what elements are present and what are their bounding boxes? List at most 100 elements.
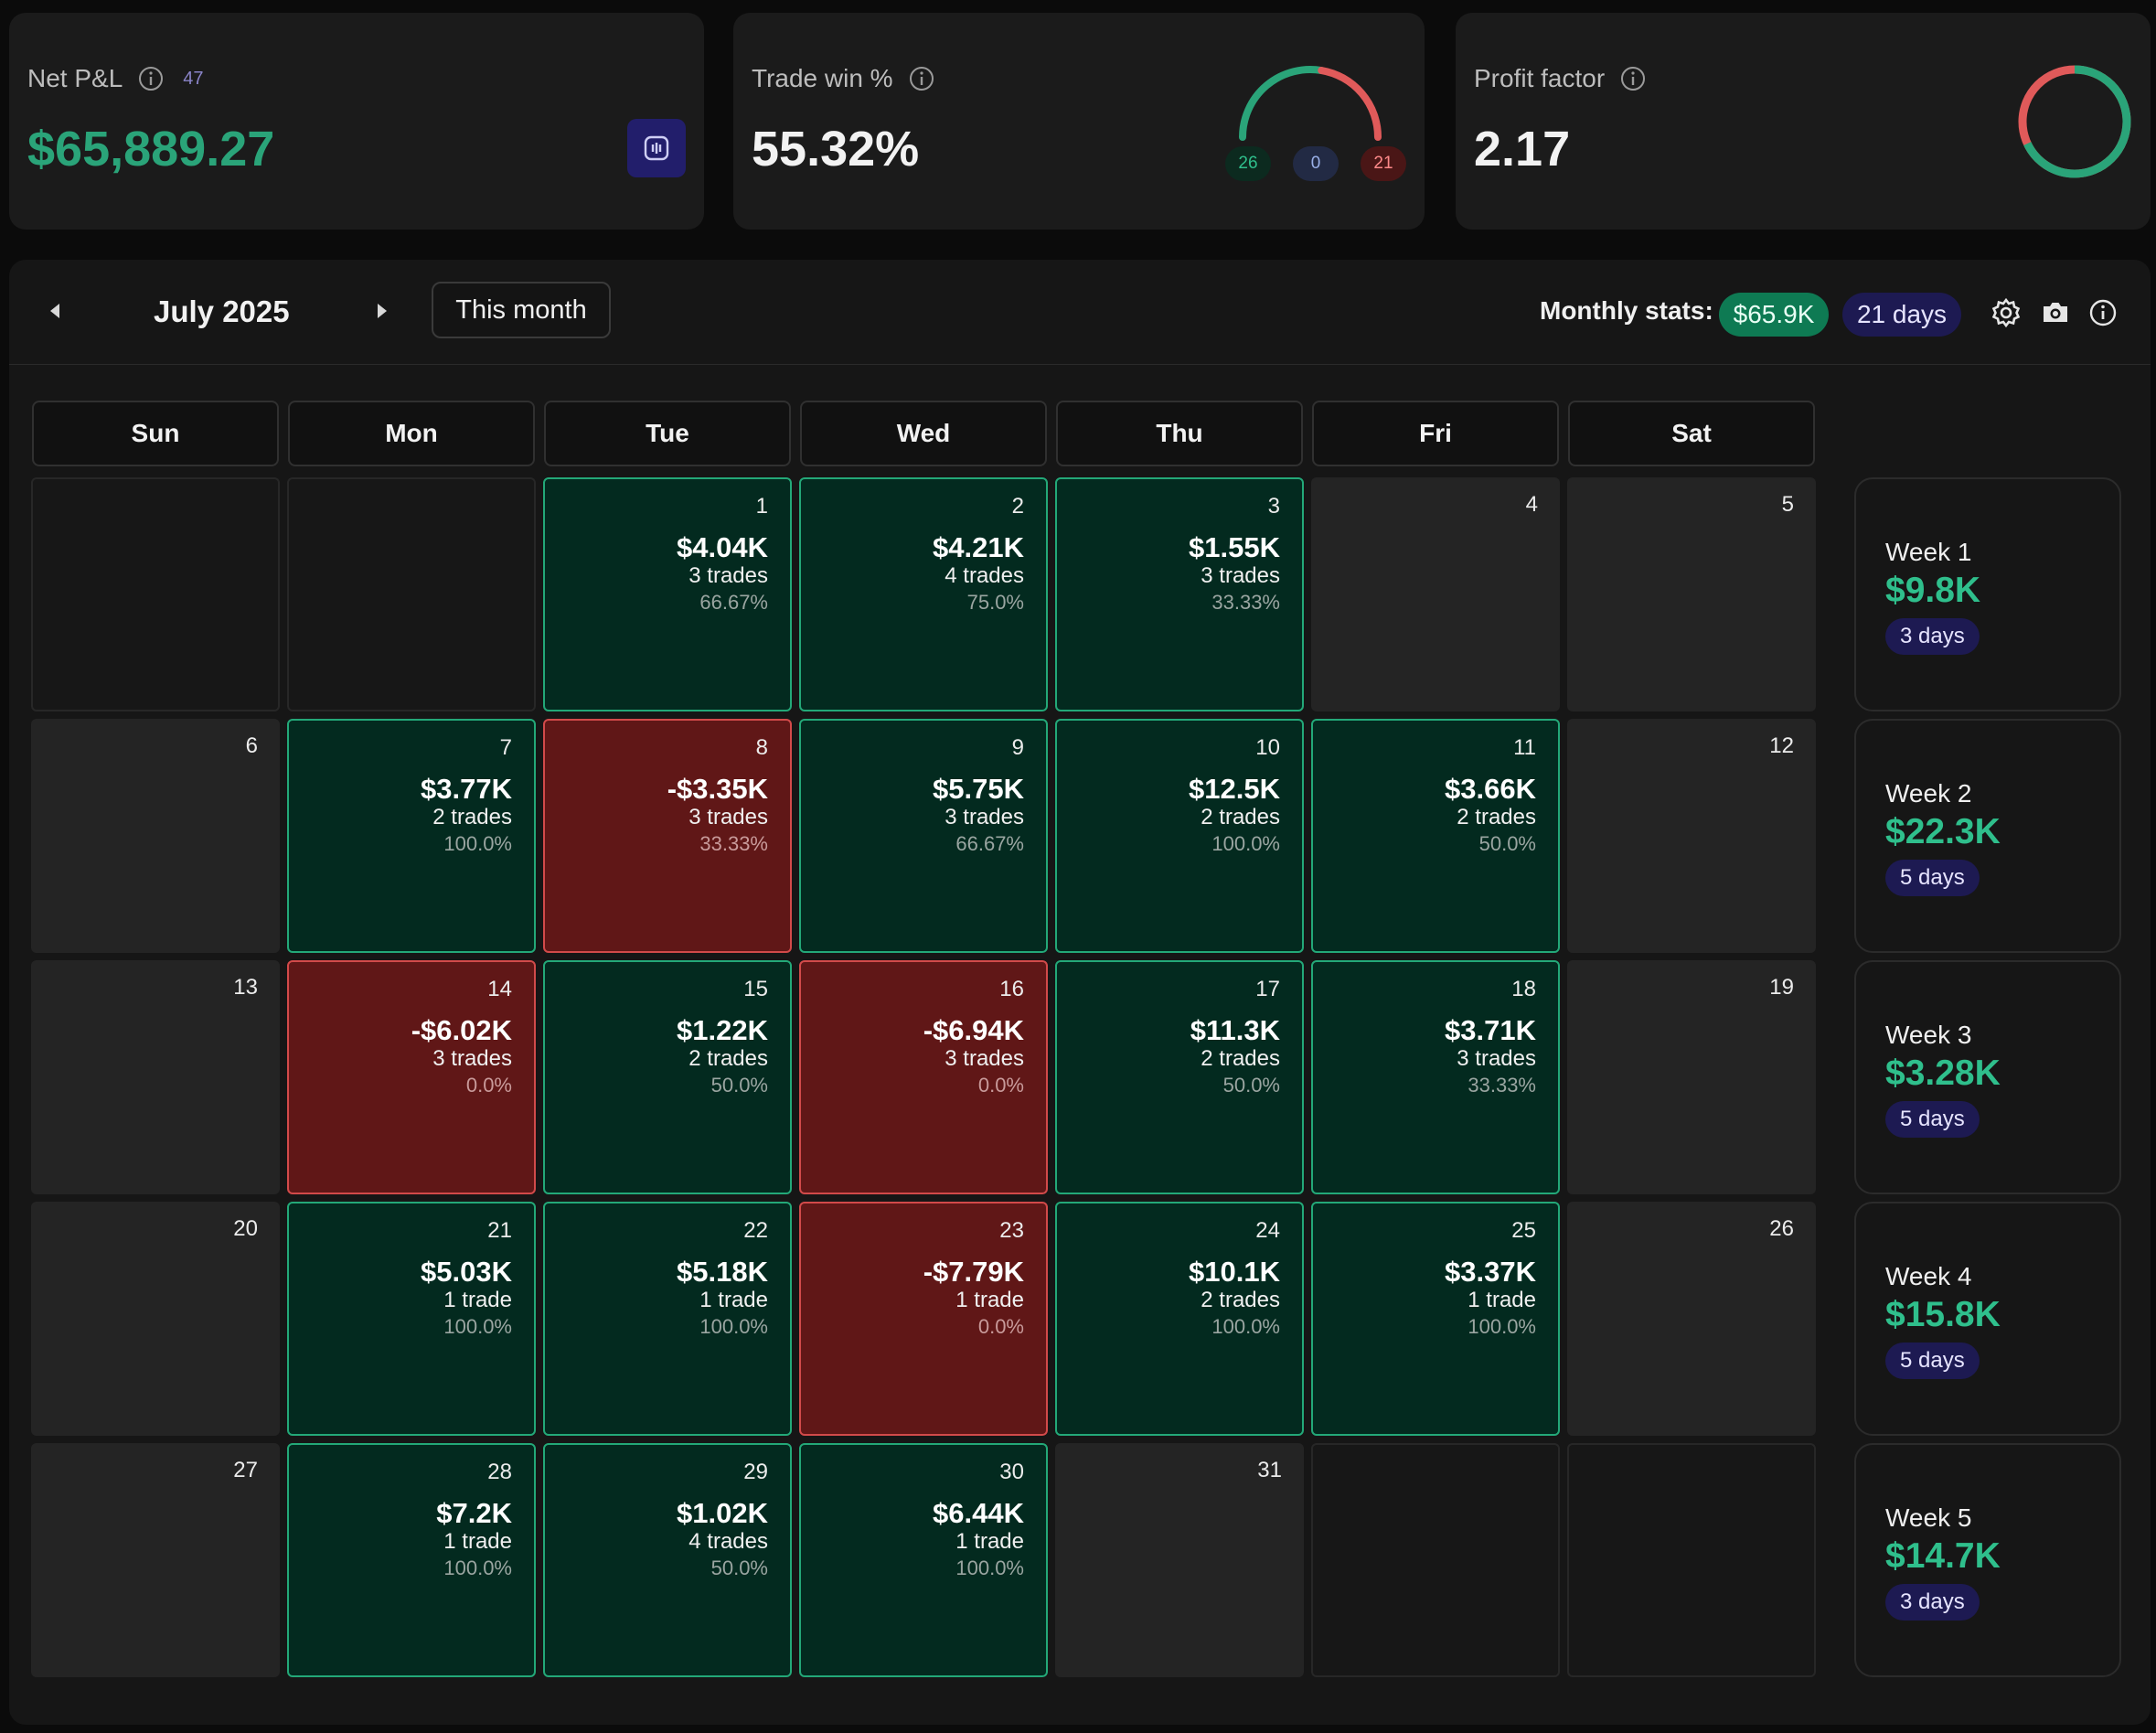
week-label: Week 3: [1885, 1021, 1972, 1049]
day-pnl: $3.77K: [421, 773, 512, 805]
day-number: 4: [1525, 492, 1538, 517]
gear-icon: [1991, 297, 2021, 328]
screenshot-button[interactable]: [2039, 296, 2072, 334]
day-pnl: $4.04K: [677, 531, 768, 563]
calendar-day-cell[interactable]: 14 -$6.02K 3 trades 0.0%: [287, 960, 536, 1194]
calendar-day-cell[interactable]: 30 $6.44K 1 trade 100.0%: [799, 1443, 1048, 1677]
day-number: 1: [755, 494, 768, 519]
calendar-day-cell[interactable]: 23 -$7.79K 1 trade 0.0%: [799, 1202, 1048, 1436]
calendar-day-cell[interactable]: 5: [1567, 477, 1816, 711]
calendar-day-cell[interactable]: 28 $7.2K 1 trade 100.0%: [287, 1443, 536, 1677]
net-pnl-card: Net P&L 47 $65,889.27: [9, 13, 704, 230]
day-trade-count: 3 trades: [1457, 1046, 1536, 1071]
calendar-day-cell[interactable]: 2 $4.21K 4 trades 75.0%: [799, 477, 1048, 711]
day-pnl: $5.75K: [933, 773, 1024, 805]
day-win-rate: 100.0%: [699, 1315, 768, 1338]
week-label: Week 5: [1885, 1503, 1972, 1532]
calendar-day-cell[interactable]: 18 $3.71K 3 trades 33.33%: [1311, 960, 1560, 1194]
trade-win-value: 55.32%: [752, 122, 920, 177]
day-trade-count: 2 trades: [1201, 1288, 1280, 1312]
week-summary-card[interactable]: Week 3 $3.28K 5 days: [1854, 960, 2121, 1194]
weekday-header-sat: Sat: [1568, 401, 1815, 466]
calendar-day-cell[interactable]: 22 $5.18K 1 trade 100.0%: [543, 1202, 792, 1436]
trade-win-title: Trade win %: [752, 64, 893, 92]
day-pnl: $1.22K: [677, 1014, 768, 1046]
calendar-day-cell[interactable]: 4: [1311, 477, 1560, 711]
this-month-button[interactable]: This month: [432, 282, 611, 338]
day-trade-count: 2 trades: [1201, 1046, 1280, 1071]
calendar-day-cell[interactable]: 10 $12.5K 2 trades 100.0%: [1055, 719, 1304, 953]
day-number: 3: [1267, 494, 1280, 519]
calendar-day-cell[interactable]: 3 $1.55K 3 trades 33.33%: [1055, 477, 1304, 711]
day-win-rate: 100.0%: [1468, 1315, 1536, 1338]
calendar-day-cell[interactable]: 29 $1.02K 4 trades 50.0%: [543, 1443, 792, 1677]
calendar-day-cell[interactable]: 15 $1.22K 2 trades 50.0%: [543, 960, 792, 1194]
calendar-day-cell[interactable]: 20: [31, 1202, 280, 1436]
calendar-day-cell[interactable]: 7 $3.77K 2 trades 100.0%: [287, 719, 536, 953]
week-summary-card[interactable]: Week 4 $15.8K 5 days: [1854, 1202, 2121, 1436]
info-icon: [2089, 299, 2117, 326]
calendar-day-cell[interactable]: 1 $4.04K 3 trades 66.67%: [543, 477, 792, 711]
calendar-info-button[interactable]: [2087, 296, 2119, 334]
day-win-rate: 33.33%: [1468, 1074, 1536, 1096]
day-number: 10: [1255, 735, 1280, 760]
day-trade-count: 1 trade: [955, 1288, 1024, 1312]
next-month-button[interactable]: [371, 298, 393, 328]
info-icon[interactable]: [908, 65, 935, 92]
week-pnl: $15.8K: [1885, 1295, 2001, 1334]
day-win-rate: 100.0%: [1211, 1315, 1280, 1338]
day-number: 22: [743, 1218, 768, 1243]
trade-count-badge: 47: [183, 68, 204, 89]
day-pnl: -$6.94K: [923, 1014, 1024, 1046]
week-pnl: $9.8K: [1885, 571, 1981, 610]
calendar-day-cell[interactable]: 24 $10.1K 2 trades 100.0%: [1055, 1202, 1304, 1436]
day-number: 8: [755, 735, 768, 760]
monthly-days-badge: 21 days: [1842, 293, 1961, 337]
day-trade-count: 4 trades: [688, 1529, 768, 1554]
widget-icon: [644, 135, 669, 161]
caret-left-icon: [50, 304, 59, 318]
day-number: 9: [1011, 735, 1024, 760]
calendar-day-cell[interactable]: 17 $11.3K 2 trades 50.0%: [1055, 960, 1304, 1194]
info-icon[interactable]: [1619, 65, 1647, 92]
week-days-badge: 3 days: [1885, 1584, 1980, 1621]
calendar-day-cell[interactable]: 9 $5.75K 3 trades 66.67%: [799, 719, 1048, 953]
calendar-day-cell[interactable]: 31: [1055, 1443, 1304, 1677]
calendar-day-cell[interactable]: 21 $5.03K 1 trade 100.0%: [287, 1202, 536, 1436]
calendar-day-cell[interactable]: 11 $3.66K 2 trades 50.0%: [1311, 719, 1560, 953]
week-label: Week 4: [1885, 1262, 1972, 1290]
previous-month-button[interactable]: [44, 298, 66, 328]
calendar-day-cell[interactable]: 12: [1567, 719, 1816, 953]
week-summary-card[interactable]: Week 2 $22.3K 5 days: [1854, 719, 2121, 953]
calendar-day-cell[interactable]: 19: [1567, 960, 1816, 1194]
profit-factor-title: Profit factor: [1474, 64, 1606, 92]
week-summary-card[interactable]: Week 1 $9.8K 3 days: [1854, 477, 2121, 711]
calendar-day-cell[interactable]: 25 $3.37K 1 trade 100.0%: [1311, 1202, 1560, 1436]
calendar-day-cell[interactable]: 26: [1567, 1202, 1816, 1436]
day-pnl: $7.2K: [436, 1497, 512, 1529]
day-number: 30: [999, 1460, 1024, 1484]
win-rate-gauge: [1239, 66, 1382, 141]
calendar-day-cell[interactable]: 8 -$3.35K 3 trades 33.33%: [543, 719, 792, 953]
day-number: 20: [233, 1216, 258, 1241]
info-icon[interactable]: [137, 65, 165, 92]
day-pnl: $3.71K: [1445, 1014, 1536, 1046]
week-summary-card[interactable]: Week 5 $14.7K 3 days: [1854, 1443, 2121, 1677]
day-win-rate: 33.33%: [1211, 591, 1280, 614]
calendar-day-cell[interactable]: 16 -$6.94K 3 trades 0.0%: [799, 960, 1048, 1194]
month-label: July 2025: [154, 294, 290, 328]
settings-button[interactable]: [1990, 296, 2023, 334]
day-number: 13: [233, 975, 258, 1000]
week-label: Week 1: [1885, 538, 1972, 566]
day-trade-count: 2 trades: [1457, 805, 1536, 829]
day-number: 2: [1011, 494, 1024, 519]
calendar-day-cell[interactable]: 13: [31, 960, 280, 1194]
calendar-day-cell[interactable]: 6: [31, 719, 280, 953]
widget-toggle-button[interactable]: [627, 119, 686, 177]
day-number: 29: [743, 1460, 768, 1484]
wins-badge: 26: [1225, 146, 1271, 181]
day-number: 31: [1257, 1458, 1282, 1482]
day-trade-count: 1 trade: [443, 1288, 512, 1312]
calendar-day-cell[interactable]: 27: [31, 1443, 280, 1677]
day-win-rate: 75.0%: [966, 591, 1024, 614]
